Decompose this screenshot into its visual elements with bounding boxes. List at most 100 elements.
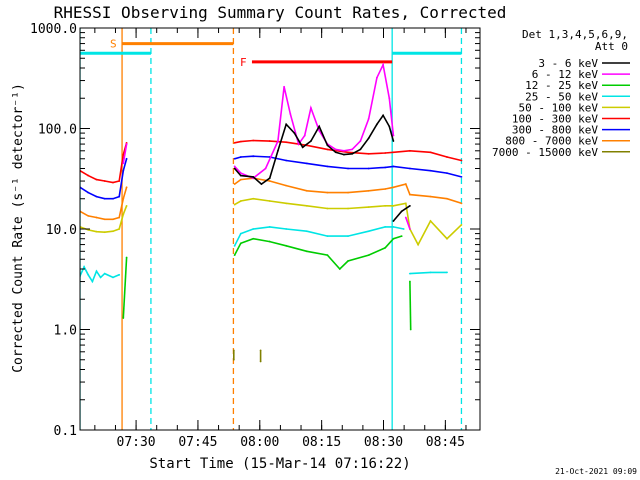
series-point xyxy=(429,195,432,198)
timestamp: 21-Oct-2021 09:09 xyxy=(555,467,637,476)
series-point xyxy=(103,180,106,182)
series-point xyxy=(367,254,370,256)
series-point xyxy=(388,125,391,128)
y-axis-label: Corrected Count Rate (s⁻¹ detector⁻¹) xyxy=(11,83,26,373)
series-point xyxy=(83,265,86,268)
series-point xyxy=(118,195,121,198)
series-point xyxy=(95,270,98,273)
series-point xyxy=(112,230,114,233)
series-point xyxy=(103,231,106,234)
series-point xyxy=(233,244,236,247)
series-line-6 xyxy=(122,143,128,164)
series-point xyxy=(239,178,242,181)
x-tick-label: 08:15 xyxy=(302,435,341,450)
series-point xyxy=(87,273,90,276)
series-line-2 xyxy=(80,187,128,221)
series-line-1 xyxy=(80,158,128,200)
series-point xyxy=(429,151,432,154)
series-point xyxy=(305,250,308,253)
series-point xyxy=(326,144,329,147)
series-point xyxy=(392,140,395,142)
legend-header: Att 0 xyxy=(595,40,628,53)
legend-label: 3 - 6 keV xyxy=(538,57,598,70)
series-line-3 xyxy=(80,205,128,234)
series-point xyxy=(301,146,304,149)
series-point xyxy=(95,178,98,181)
series-point xyxy=(122,197,125,200)
y-tick-label: 1000.0 xyxy=(30,22,77,37)
series-point xyxy=(285,202,288,205)
series-point xyxy=(460,202,463,205)
series-point xyxy=(233,203,236,206)
series-point xyxy=(392,220,395,222)
legend-header: Det 1,3,4,5,6,9, xyxy=(522,28,628,41)
series-point xyxy=(334,151,337,154)
series-point xyxy=(268,225,271,228)
series-point xyxy=(446,156,448,158)
series-point xyxy=(239,174,242,177)
series-point xyxy=(446,172,448,174)
x-tick-label: 07:45 xyxy=(178,435,217,450)
series-point xyxy=(402,228,405,230)
series-point xyxy=(446,271,448,274)
series-point xyxy=(122,162,125,165)
series-point xyxy=(118,216,121,219)
series-point xyxy=(384,246,387,249)
series-point xyxy=(125,157,128,160)
series-point xyxy=(446,237,448,240)
series-point xyxy=(404,202,407,205)
legend-label: 12 - 25 keV xyxy=(525,79,598,92)
series-point xyxy=(392,134,395,137)
y-tick-label: 1.0 xyxy=(54,324,77,339)
series-point xyxy=(392,225,395,228)
series-point xyxy=(343,153,345,156)
series-point xyxy=(343,149,345,152)
series-point xyxy=(259,360,262,363)
series-point xyxy=(305,189,308,192)
series-point xyxy=(268,177,271,180)
x-tick-label: 08:30 xyxy=(364,435,403,450)
series-point xyxy=(326,191,329,194)
legend-label: 7000 - 15000 keV xyxy=(492,146,598,159)
series-point xyxy=(404,216,407,219)
series-point xyxy=(125,141,128,144)
series-point xyxy=(232,358,235,361)
series-point xyxy=(400,235,403,237)
series-point xyxy=(351,148,354,151)
series-point xyxy=(112,197,114,200)
series-point xyxy=(326,254,329,256)
series-line-4 xyxy=(409,271,447,275)
series-point xyxy=(95,216,98,219)
series-point xyxy=(367,189,370,192)
series-point xyxy=(400,210,403,213)
series-point xyxy=(285,184,288,187)
series-point xyxy=(233,167,236,170)
series-point xyxy=(260,183,263,185)
series-point xyxy=(122,153,125,156)
series-point xyxy=(417,243,420,246)
y-tick-label: 10.0 xyxy=(46,223,77,238)
series-point xyxy=(239,156,242,158)
series-point xyxy=(103,218,106,221)
series-point xyxy=(347,167,349,170)
series-point xyxy=(239,140,242,143)
series-point xyxy=(408,228,411,230)
series-point xyxy=(359,148,362,151)
series-point xyxy=(310,107,312,109)
legend-label: 25 - 50 keV xyxy=(525,90,598,103)
series-line-0 xyxy=(80,142,128,184)
series-point xyxy=(384,225,387,228)
series-point xyxy=(118,273,121,276)
series-point xyxy=(233,254,236,256)
series-point xyxy=(125,204,128,207)
series-point xyxy=(285,244,288,247)
series-line-6 xyxy=(234,62,395,180)
series-point xyxy=(268,140,271,142)
series-point xyxy=(87,215,90,217)
series-point xyxy=(429,169,432,172)
series-point xyxy=(347,260,349,262)
y-tick-label: 0.1 xyxy=(54,424,77,439)
series-point xyxy=(277,149,279,152)
flag-label: S xyxy=(110,38,117,51)
